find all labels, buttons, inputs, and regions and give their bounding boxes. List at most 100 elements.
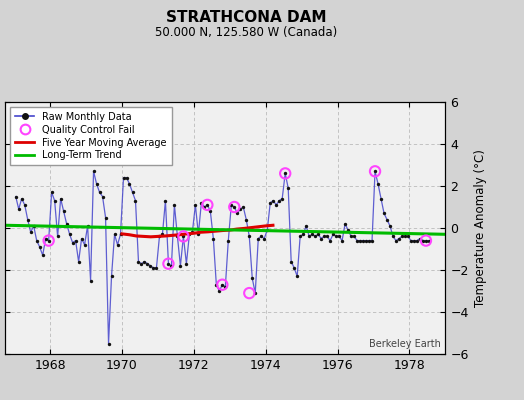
- Point: [425, 237, 433, 244]
- Point: [53, 233, 62, 240]
- Text: STRATHCONA DAM: STRATHCONA DAM: [166, 10, 326, 25]
- Point: [104, 340, 113, 347]
- Point: [227, 202, 235, 208]
- Point: [99, 193, 107, 200]
- Point: [332, 233, 340, 240]
- Point: [62, 221, 71, 227]
- Point: [15, 206, 23, 212]
- Point: [59, 208, 68, 214]
- Point: [132, 198, 140, 204]
- Point: [71, 237, 80, 244]
- Point: [221, 284, 230, 290]
- Point: [275, 198, 283, 204]
- Point: [182, 260, 191, 267]
- Point: [383, 216, 391, 223]
- Point: [24, 216, 32, 223]
- Point: [167, 263, 176, 269]
- Point: [368, 237, 376, 244]
- Point: [260, 235, 268, 242]
- Point: [32, 237, 41, 244]
- Point: [389, 233, 397, 240]
- Point: [230, 204, 238, 210]
- Point: [230, 204, 238, 210]
- Point: [359, 237, 367, 244]
- Point: [185, 231, 193, 238]
- Point: [356, 237, 364, 244]
- Point: [293, 273, 301, 280]
- Point: [161, 198, 170, 204]
- Point: [416, 235, 424, 242]
- Point: [362, 237, 370, 244]
- Point: [272, 202, 280, 208]
- Point: [404, 233, 412, 240]
- Point: [119, 174, 128, 181]
- Point: [233, 210, 242, 216]
- Point: [422, 237, 430, 244]
- Point: [281, 170, 289, 177]
- Point: [311, 233, 319, 240]
- Point: [12, 193, 20, 200]
- Point: [347, 233, 355, 240]
- Point: [48, 189, 56, 196]
- Point: [41, 235, 50, 242]
- Point: [413, 237, 421, 244]
- Point: [410, 237, 418, 244]
- Point: [350, 233, 358, 240]
- Point: [215, 288, 224, 294]
- Y-axis label: Temperature Anomaly (°C): Temperature Anomaly (°C): [474, 149, 487, 307]
- Point: [57, 195, 65, 202]
- Point: [188, 229, 196, 235]
- Point: [134, 258, 143, 265]
- Point: [341, 221, 350, 227]
- Point: [69, 240, 77, 246]
- Point: [36, 244, 44, 250]
- Point: [329, 231, 337, 238]
- Point: [170, 202, 179, 208]
- Point: [83, 223, 92, 229]
- Point: [281, 170, 289, 177]
- Point: [179, 233, 188, 240]
- Point: [122, 174, 130, 181]
- Point: [392, 237, 400, 244]
- Point: [239, 204, 247, 210]
- Point: [371, 168, 379, 174]
- Point: [86, 277, 95, 284]
- Point: [338, 237, 346, 244]
- Point: [66, 231, 74, 238]
- Point: [335, 233, 343, 240]
- Point: [386, 223, 394, 229]
- Point: [218, 282, 226, 288]
- Point: [377, 195, 385, 202]
- Point: [78, 235, 86, 242]
- Point: [125, 181, 134, 187]
- Point: [419, 237, 427, 244]
- Point: [176, 263, 184, 269]
- Point: [263, 227, 271, 233]
- Point: [38, 252, 47, 258]
- Point: [287, 258, 296, 265]
- Point: [152, 265, 161, 271]
- Point: [212, 282, 221, 288]
- Point: [137, 260, 146, 267]
- Point: [257, 233, 266, 240]
- Point: [371, 168, 379, 174]
- Point: [320, 233, 329, 240]
- Point: [92, 181, 101, 187]
- Point: [155, 233, 163, 240]
- Point: [317, 235, 325, 242]
- Point: [374, 181, 382, 187]
- Point: [245, 233, 254, 240]
- Point: [164, 260, 172, 267]
- Point: [146, 263, 155, 269]
- Point: [128, 189, 137, 196]
- Point: [251, 290, 259, 296]
- Point: [314, 231, 322, 238]
- Point: [266, 200, 275, 206]
- Point: [224, 237, 233, 244]
- Point: [203, 202, 212, 208]
- Text: 50.000 N, 125.580 W (Canada): 50.000 N, 125.580 W (Canada): [155, 26, 337, 39]
- Point: [80, 242, 89, 248]
- Point: [203, 202, 212, 208]
- Point: [254, 235, 263, 242]
- Point: [95, 189, 104, 196]
